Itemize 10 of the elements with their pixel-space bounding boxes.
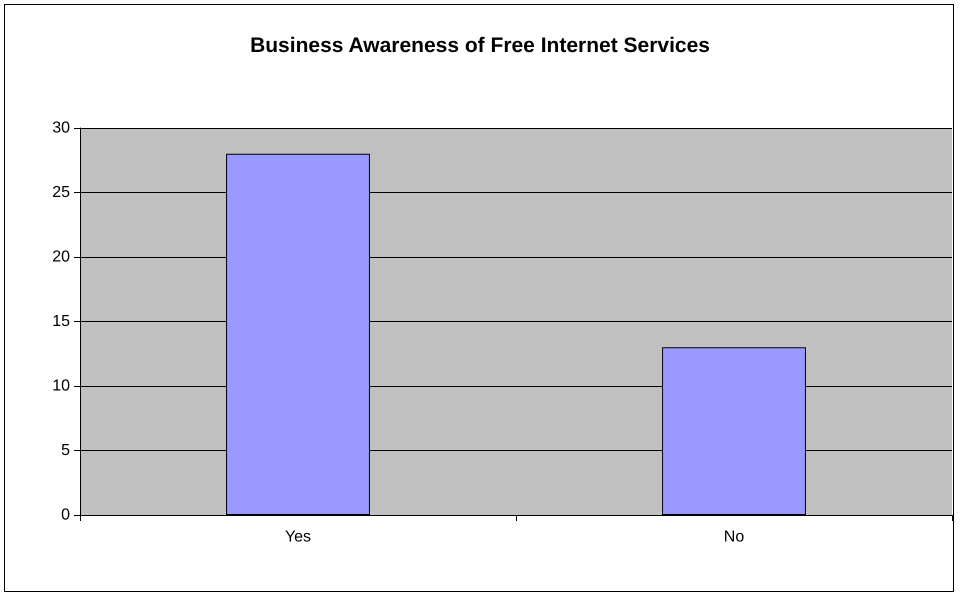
y-tick-label: 10 xyxy=(52,378,70,394)
y-tick-label: 30 xyxy=(52,120,70,136)
x-tick-label: Yes xyxy=(284,528,312,546)
y-tick-label: 0 xyxy=(61,506,70,524)
y-tick-label: 15 xyxy=(52,313,70,330)
chart-title: Business Awareness of Free Internet Services xyxy=(250,34,710,57)
y-tick-label: 5 xyxy=(61,442,70,459)
y-tick-label: 20 xyxy=(52,248,70,266)
x-tick-label: No xyxy=(724,528,744,546)
y-tick-label: 25 xyxy=(52,184,70,201)
